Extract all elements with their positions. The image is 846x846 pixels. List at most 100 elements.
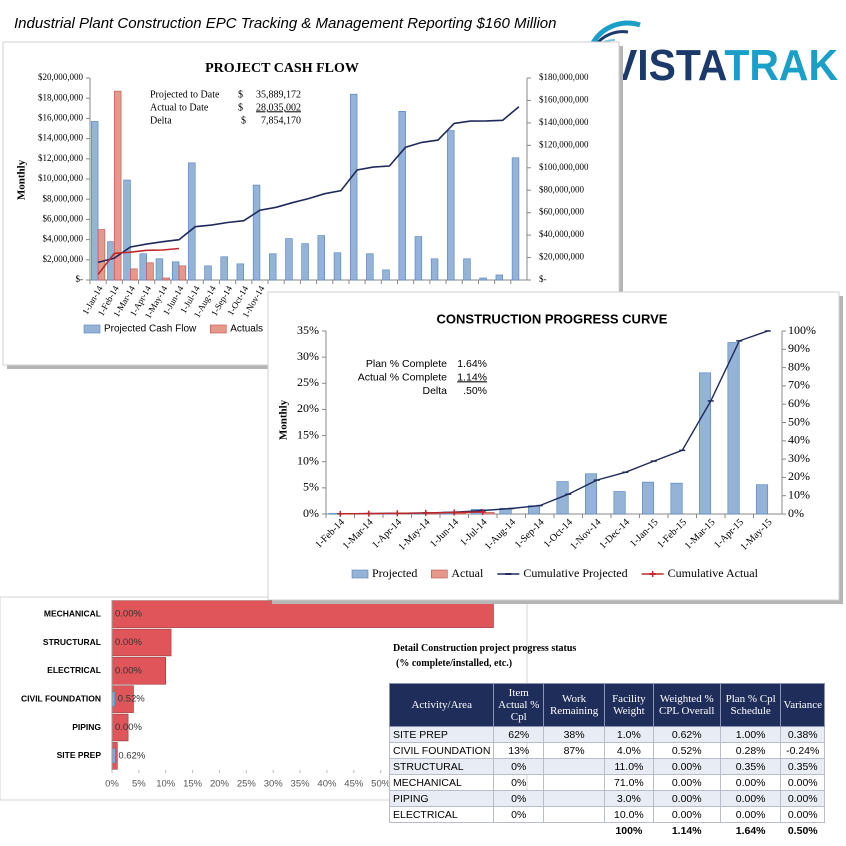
bar: [382, 269, 390, 281]
y-tick-label: $2,000,000: [43, 254, 84, 264]
table-cell: 11.0%: [604, 758, 654, 775]
y2-tick-label: 80%: [788, 359, 810, 373]
table-cell: 0.62%: [652, 726, 721, 743]
x-tick-label: 35%: [291, 779, 311, 790]
table-cell: 0.00%: [652, 758, 721, 775]
bar: [430, 258, 439, 281]
table-row: PIPING 0% 3.0% 0.00% 0.00% 0.00%: [388, 790, 825, 807]
totals-row: 100% 1.14% 1.64% 0.50%: [390, 823, 825, 839]
bar: [188, 162, 196, 281]
bar: [146, 262, 154, 281]
legend-swatch: [431, 569, 448, 579]
annotation-value: 7,854,170: [261, 115, 301, 126]
legend-swatch: [83, 324, 101, 334]
table-cell: CIVIL FOUNDATION: [388, 742, 495, 759]
table-cell: SITE PREP: [388, 726, 495, 743]
bar: [171, 261, 180, 281]
table-cell: 0.00%: [719, 774, 782, 791]
data-label: 0.00%: [115, 665, 142, 676]
header-cell: Item Actual % Cpl: [493, 683, 545, 727]
table-cell: 0.00%: [780, 774, 825, 791]
table-cell: 1.00%: [719, 726, 782, 743]
table-cell: 0.00%: [719, 790, 782, 807]
table-cell: 0.38%: [780, 726, 825, 743]
table-cell: STRUCTURAL: [388, 758, 495, 775]
bar: [139, 253, 147, 281]
bar: [495, 274, 504, 281]
table-cell: -0.24%: [780, 742, 825, 759]
table-row: ELECTRICAL 0% 10.0% 0.00% 0.00% 0.00%: [388, 806, 825, 823]
progress-table: Activity/Area Item Actual % Cpl Work Remai…: [388, 683, 825, 839]
total-cell: 1.64%: [735, 824, 766, 837]
header-cell: Plan % Cpl Schedule: [719, 683, 782, 727]
y-tick-label: $4,000,000: [43, 234, 84, 244]
table-cell: 0%: [493, 790, 545, 807]
table-cell: 4.0%: [604, 742, 654, 759]
table-cell: 0.00%: [719, 806, 782, 823]
table-row: CIVIL FOUNDATION 13% 87% 4.0% 0.52% 0.28% -0.2…: [388, 742, 825, 759]
bar: [463, 258, 471, 281]
bar: [162, 277, 170, 281]
annotation-label: Actual to Date: [150, 102, 209, 113]
bar: [178, 265, 187, 281]
table-cell: 38%: [543, 726, 606, 743]
y-tick-label: 30%: [297, 349, 319, 363]
header-cell: Work Remaining: [543, 683, 606, 727]
legend-label: Projected Cash Flow: [104, 324, 197, 335]
bar: [111, 600, 494, 628]
legend-swatch: [351, 569, 369, 579]
progress-curve-chart: CONSTRUCTION PROGRESS CURVE Monthly 0% 5% 10…: [267, 291, 843, 604]
y-tick-label: 35%: [297, 323, 319, 337]
y2-tick-label: 50%: [788, 414, 810, 428]
y-tick-label: ELECTRICAL: [47, 665, 101, 675]
chart-title: CONSTRUCTION PROGRESS CURVE: [437, 311, 668, 326]
bar: [90, 121, 99, 281]
table-cell: 10.0%: [604, 806, 654, 823]
table-cell: 0.00%: [780, 806, 825, 823]
y-tick-label: $20,000,000: [38, 72, 84, 82]
logo-text: VISTATRAK: [610, 41, 838, 90]
bar: [556, 481, 569, 515]
legend-label: Actual: [451, 566, 484, 580]
logo-part: VISTA: [610, 41, 727, 90]
annotation-value: .50%: [463, 385, 487, 397]
bar: [269, 253, 277, 281]
total-cell: [544, 823, 605, 839]
bar: [204, 265, 212, 281]
table-cell: [543, 774, 606, 791]
y2-tick-label: $20,000,000: [539, 252, 585, 262]
table-cell: [543, 790, 606, 807]
y-tick-label: STRUCTURAL: [43, 637, 101, 647]
bar: [670, 482, 683, 515]
table-cell: 0%: [493, 774, 545, 791]
bar: [349, 93, 358, 281]
annotation-value: 1.64%: [457, 358, 487, 370]
y2-tick-label: $60,000,000: [539, 207, 585, 217]
bar: [511, 157, 520, 281]
table-cell: 0.00%: [652, 806, 721, 823]
line: [97, 106, 520, 264]
y2-tick-label: $180,000,000: [539, 72, 589, 82]
bar: [585, 473, 598, 515]
table-row: SITE PREP 62% 38% 1.0% 0.62% 1.00% 0.38%: [388, 726, 825, 743]
annotation-value: 28,035,002: [256, 102, 301, 113]
x-tick-label: 30%: [264, 779, 284, 790]
table-cell: 3.0%: [604, 790, 654, 807]
header-row: Activity/Area Item Actual % Cpl Work Remai…: [388, 683, 825, 727]
y2-tick-label: $40,000,000: [539, 229, 585, 239]
y2-tick-label: 0%: [788, 506, 804, 520]
annotation-unit: $: [238, 89, 243, 100]
line: [97, 247, 180, 275]
y-tick-label: SITE PREP: [57, 750, 102, 760]
bar: [317, 235, 325, 281]
y-axis-label: Monthly: [16, 159, 28, 200]
table-cell: 0.52%: [652, 742, 721, 759]
bar: [699, 372, 712, 515]
table-cell: 71.0%: [604, 774, 654, 791]
bar: [447, 130, 455, 281]
bar: [366, 253, 374, 281]
table-cell: [543, 758, 606, 775]
table-cell: 87%: [543, 742, 606, 759]
x-tick-label: 45%: [344, 779, 364, 790]
table-subtitle: (% complete/installed, etc.): [396, 658, 513, 669]
